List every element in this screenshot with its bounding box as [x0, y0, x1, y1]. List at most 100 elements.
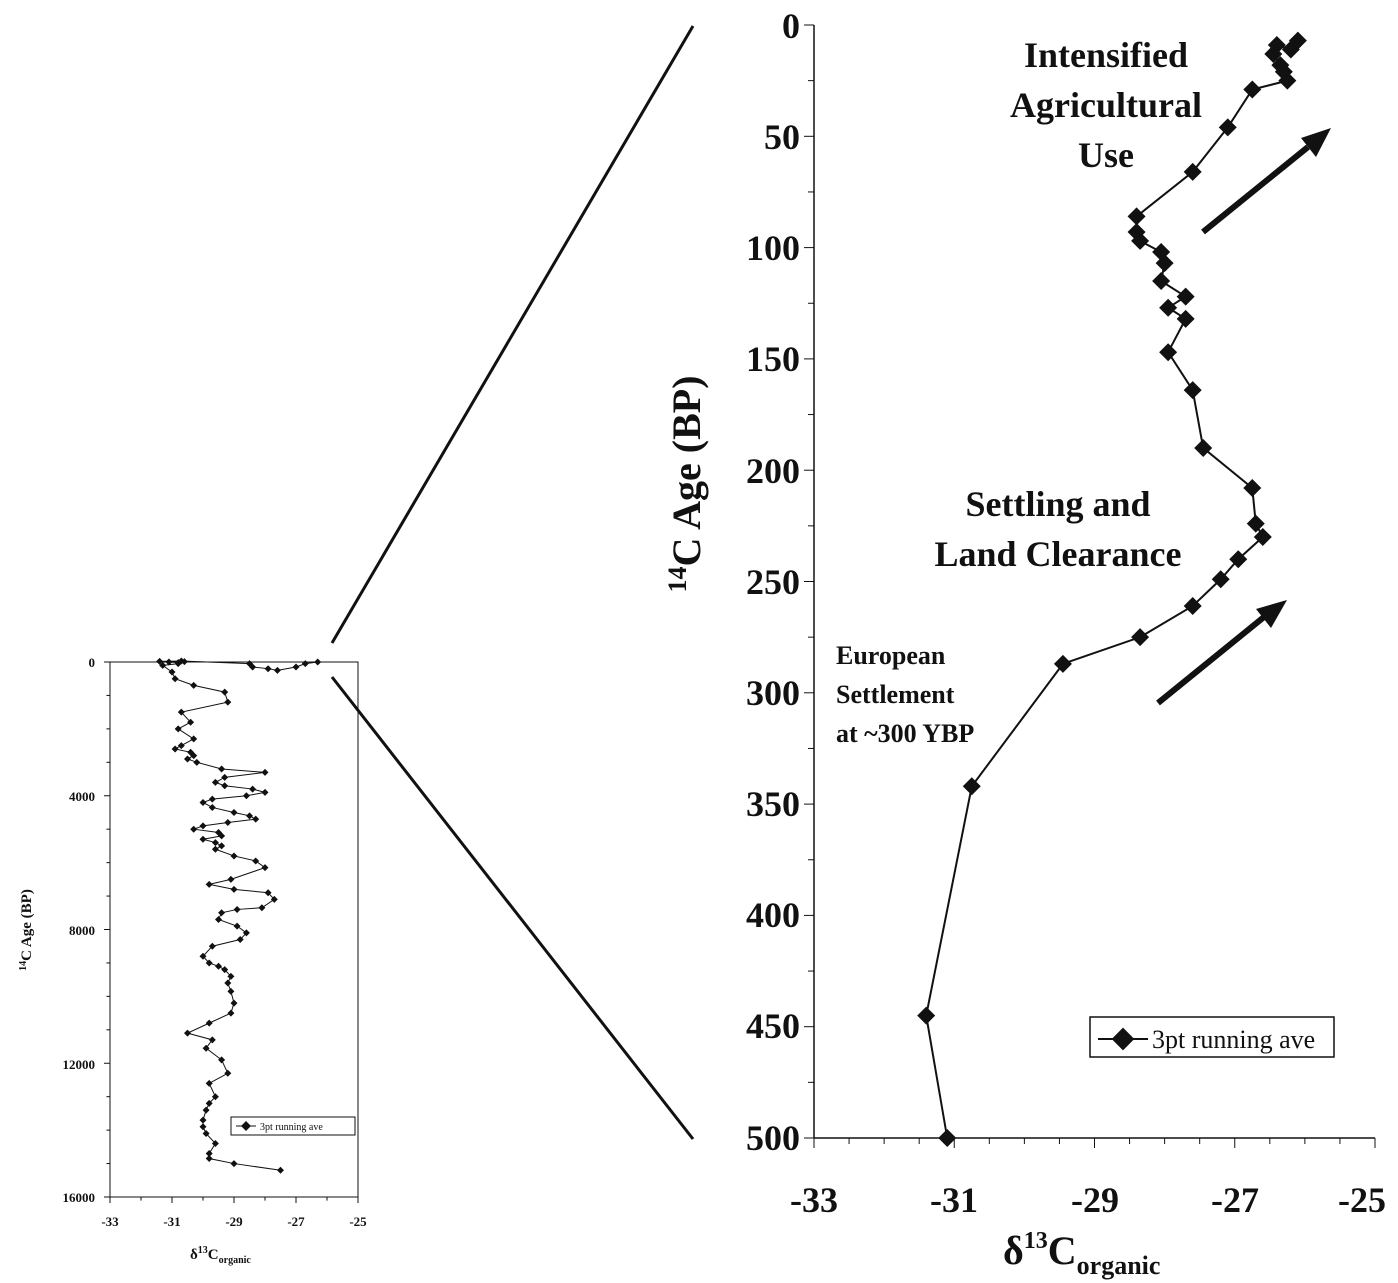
data-point-marker — [159, 661, 167, 669]
detail-panel: 0 50 100 150 200 250 300 350 400 450 500… — [663, 6, 1386, 1280]
data-point-marker — [227, 875, 235, 883]
overview-x-tick-label: -27 — [287, 1214, 305, 1229]
zoom-connector-lines — [330, 25, 695, 1140]
data-point-marker — [1152, 271, 1171, 290]
detail-y-tick-label: 300 — [746, 673, 800, 713]
overview-tick-marks — [104, 661, 359, 1203]
data-point-marker — [199, 1123, 207, 1131]
data-point-marker — [199, 822, 207, 830]
data-point-marker — [215, 962, 222, 970]
data-point-marker — [1131, 628, 1150, 647]
data-point-marker — [208, 795, 216, 803]
detail-legend-label: 3pt running ave — [1152, 1025, 1315, 1054]
data-point-marker — [199, 1116, 207, 1124]
arrow-lower-head — [1256, 600, 1287, 628]
overview-x-tick-label: -31 — [163, 1214, 180, 1229]
detail-x-tick-labels: -33 -31 -29 -27 -25 — [790, 1180, 1386, 1220]
data-point-marker — [261, 864, 269, 872]
data-point-marker — [258, 904, 266, 912]
data-point-marker — [962, 777, 981, 796]
data-point-marker — [171, 675, 179, 683]
detail-y-tick-label: 450 — [746, 1006, 800, 1046]
data-point-marker — [264, 889, 272, 897]
data-point-marker — [208, 803, 216, 811]
series-line — [925, 39, 1299, 1139]
data-point-marker — [187, 748, 195, 756]
data-point-marker — [233, 905, 241, 913]
data-point-marker — [230, 999, 238, 1007]
data-point-marker — [224, 1069, 232, 1077]
data-point-marker — [938, 1129, 957, 1147]
arrow-upper-shaft — [1201, 144, 1310, 235]
overview-x-tick-labels: -33 -31 -29 -27 -25 — [101, 1214, 367, 1229]
data-point-marker — [227, 972, 235, 980]
data-point-marker — [218, 1056, 226, 1064]
data-point-marker — [211, 845, 219, 853]
data-point-marker — [301, 660, 309, 668]
data-point-marker — [211, 839, 219, 847]
data-point-marker — [1253, 527, 1272, 546]
data-point-marker — [292, 663, 300, 671]
data-point-marker — [205, 1079, 213, 1087]
data-point-marker — [211, 778, 219, 786]
data-point-marker — [221, 688, 229, 696]
detail-y-tick-label: 100 — [746, 228, 800, 268]
data-point-marker — [1243, 80, 1262, 99]
annotation-line: at ~300 YBP — [836, 719, 974, 748]
data-point-marker — [215, 915, 222, 923]
overview-y-tick-label: 8000 — [69, 923, 95, 938]
data-point-marker — [233, 922, 241, 930]
data-point-marker — [1155, 254, 1174, 273]
data-point-marker — [177, 742, 185, 750]
data-point-marker — [1211, 570, 1230, 589]
data-point-marker — [190, 825, 198, 833]
data-point-marker — [1053, 654, 1072, 673]
data-point-marker — [218, 909, 226, 917]
data-point-marker — [249, 785, 257, 793]
data-point-marker — [1127, 207, 1146, 226]
data-point-marker — [211, 1093, 219, 1101]
data-point-marker — [208, 942, 216, 950]
arrow-lower-shaft — [1156, 614, 1266, 706]
annotation-line: European — [836, 641, 946, 670]
arrow-upper — [1201, 128, 1331, 235]
data-point-marker — [1278, 71, 1297, 90]
data-point-marker — [1264, 44, 1283, 63]
data-point-marker — [174, 725, 182, 733]
data-point-marker — [227, 1009, 235, 1017]
data-point-marker — [1131, 231, 1150, 250]
data-point-marker — [252, 815, 260, 823]
data-point-marker — [1229, 550, 1248, 569]
data-point-marker — [215, 829, 222, 837]
data-point-marker — [236, 936, 244, 944]
data-point-marker — [165, 658, 173, 666]
data-point-marker — [190, 735, 198, 743]
annotation-line: Settlement — [836, 680, 955, 709]
annotation-line: Land Clearance — [935, 534, 1182, 574]
data-point-marker — [227, 987, 235, 995]
data-point-marker — [242, 929, 250, 937]
detail-y-tick-label: 150 — [746, 339, 800, 379]
data-point-marker — [199, 798, 207, 806]
data-point-marker — [208, 1036, 216, 1044]
data-point-marker — [1159, 343, 1178, 362]
data-point-marker — [277, 1166, 284, 1174]
detail-x-tick-label: -33 — [790, 1180, 838, 1220]
zoom-line-top — [330, 25, 695, 644]
data-point-marker — [205, 1019, 213, 1027]
overview-y-tick-label: 0 — [89, 655, 96, 670]
overview-y-tick-label: 4000 — [69, 789, 95, 804]
data-point-marker — [1243, 479, 1262, 498]
data-point-marker — [221, 773, 229, 781]
data-point-marker — [230, 1160, 238, 1168]
detail-y-tick-labels: 0 50 100 150 200 250 300 350 400 450 500 — [746, 6, 800, 1158]
detail-x-tick-label: -29 — [1071, 1180, 1119, 1220]
detail-y-tick-label: 0 — [782, 6, 800, 46]
annotation-settling: Settling and Land Clearance — [935, 484, 1182, 574]
data-point-marker — [230, 852, 238, 860]
arrow-lower — [1156, 600, 1287, 706]
annotation-european-settlement: European Settlement at ~300 YBP — [836, 641, 974, 748]
data-point-marker — [252, 857, 260, 865]
detail-legend-marker — [1111, 1027, 1135, 1051]
